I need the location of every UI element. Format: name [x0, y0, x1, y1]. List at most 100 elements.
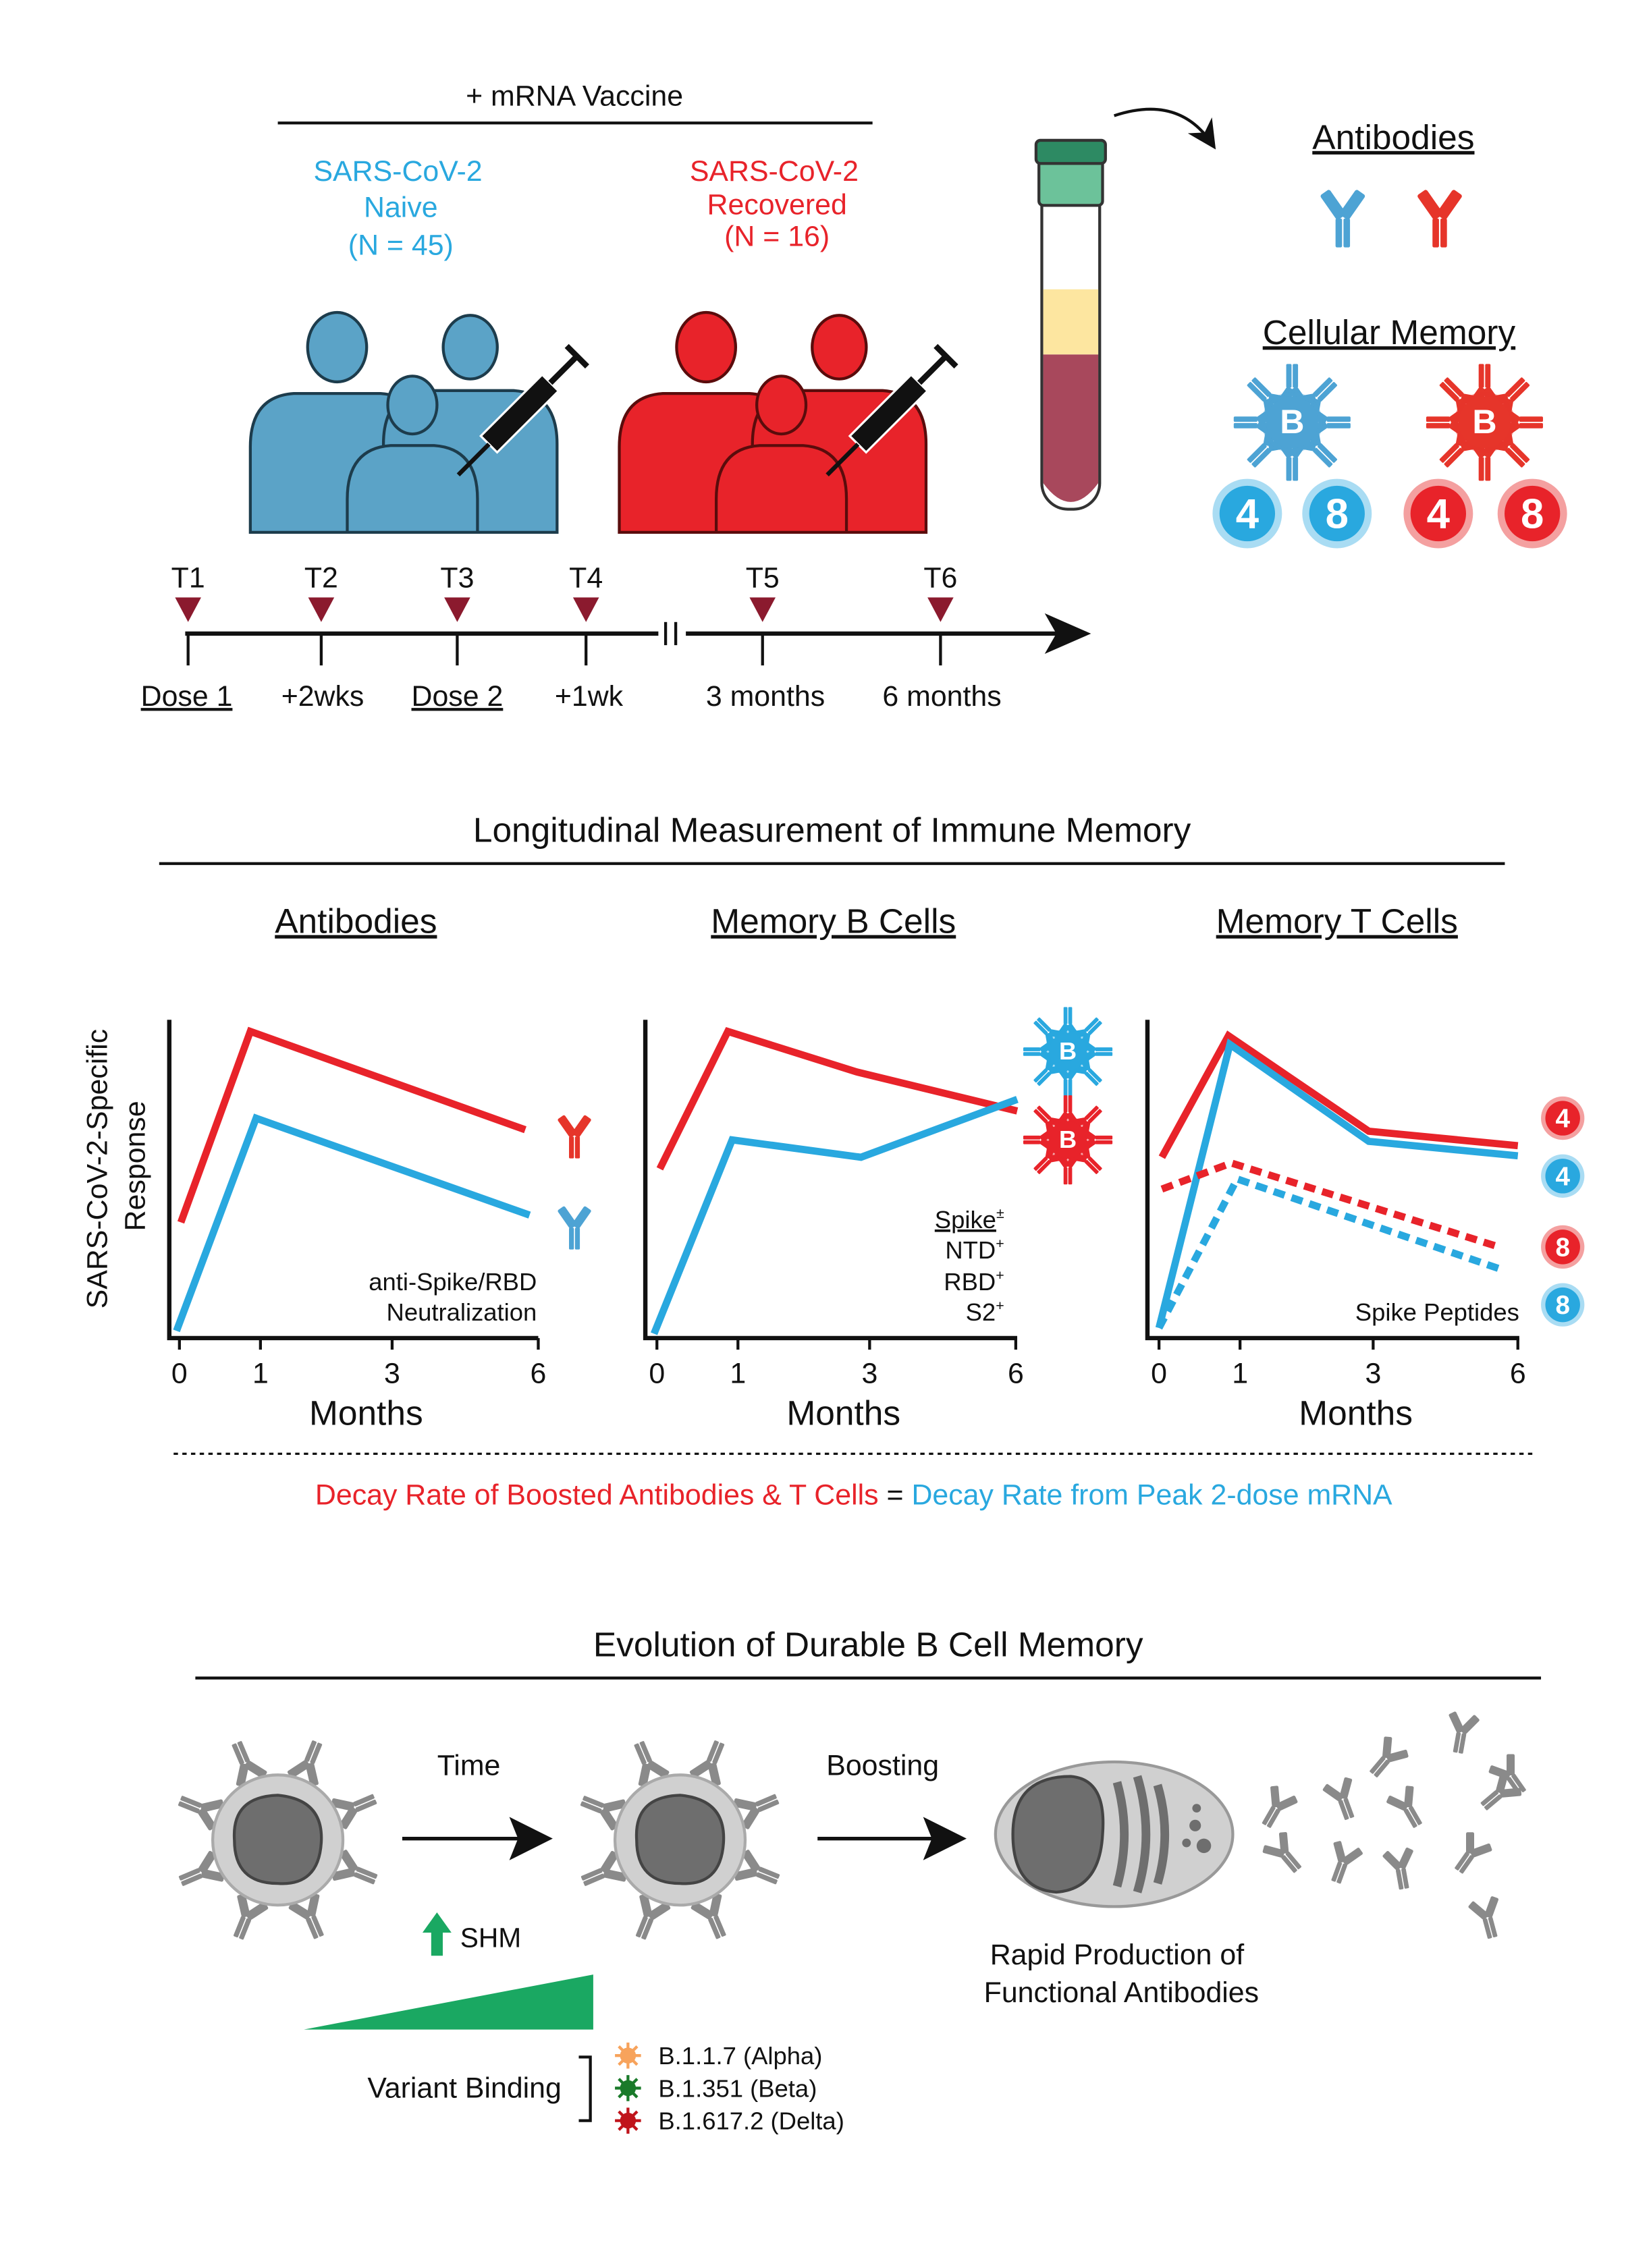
t-cell-label: 4	[1236, 491, 1259, 538]
x-tick-label: 6	[531, 1357, 547, 1389]
naive-line1: SARS-CoV-2	[313, 155, 482, 188]
surface-antibody-icon	[331, 1794, 377, 1829]
surface-antibody-icon	[634, 1741, 670, 1787]
timepoint-label: T1	[171, 561, 205, 594]
curved-arrow-icon	[1113, 107, 1216, 150]
timepoint-label: T2	[304, 561, 338, 594]
blue-cd8-t-cell-icon: 8	[1302, 478, 1372, 549]
x-tick-label: 6	[1008, 1357, 1024, 1389]
person-head	[306, 310, 369, 384]
surface-antibody-icon	[580, 1796, 626, 1831]
x-axis-label: Months	[786, 1393, 900, 1433]
surface-antibody-icon	[734, 1850, 780, 1885]
naive-line2: Naive	[364, 192, 438, 224]
timepoint-marker-icon	[444, 597, 470, 622]
response-plot-antibodies: 0 1 3 6 Months	[167, 1020, 547, 1433]
timepoint-label: T6	[923, 561, 957, 594]
blue-antibody-icon	[557, 1205, 592, 1250]
variant-label: B.1.351 (Beta)	[658, 2074, 817, 2102]
b-cell-label: B	[1472, 403, 1496, 441]
surface-antibody-icon	[288, 1893, 324, 1939]
surface-antibody-icon	[580, 1850, 627, 1886]
secreted-antibody-icon	[1455, 1832, 1492, 1874]
variant-virus-icon	[615, 2075, 641, 2101]
plot-axes	[1145, 1020, 1519, 1341]
x-tick-label: 0	[1151, 1357, 1167, 1389]
response-plot-memory-b-cells: 0 1 3 6 Months	[643, 1020, 1024, 1433]
x-tick-label: 1	[1232, 1357, 1248, 1389]
timepoint-description: +1wk	[555, 680, 624, 713]
recovered-people-icon	[618, 310, 958, 534]
rbd-note: RBD	[944, 1268, 996, 1296]
x-axis-label: Months	[309, 1393, 423, 1433]
evolution-title: Evolution of Durable B Cell Memory	[593, 1625, 1143, 1664]
decay-conclusion-equals: =	[886, 1478, 903, 1511]
naive-response-line	[173, 1113, 531, 1333]
surface-antibody-icon	[331, 1850, 378, 1885]
decay-conclusion: Decay Rate of Boosted Antibodies & T Cel…	[315, 1478, 1392, 1511]
x-tick-label: 0	[649, 1357, 665, 1389]
surface-antibody-icon	[689, 1740, 725, 1786]
rbd-superscript: +	[996, 1267, 1004, 1283]
spike-superscript: ±	[996, 1205, 1004, 1221]
timepoint-marker-icon	[308, 597, 335, 622]
boosting-arrowhead-icon	[923, 1817, 967, 1860]
naive-response-line	[1155, 1038, 1519, 1329]
svg-text:Spike±: Spike±	[935, 1205, 1004, 1234]
x-tick-label: 1	[730, 1357, 746, 1389]
red-cd8-t-cell-icon: 8	[1541, 1225, 1585, 1269]
x-tick-label: 1	[252, 1357, 269, 1389]
secreted-antibody-icon	[1449, 1711, 1480, 1754]
panel-title-memory-b-cells: Memory B Cells	[711, 902, 956, 941]
memory-b-cell-early-icon	[178, 1740, 378, 1940]
blue-cd4-t-cell-icon: 4	[1212, 478, 1282, 549]
variant-label: B.1.617.2 (Delta)	[658, 2107, 844, 2135]
person-head	[811, 314, 868, 381]
y-axis-label-line1: SARS-CoV-2-Specific	[82, 1029, 114, 1308]
memory-b-cell-late-icon	[580, 1740, 780, 1940]
recovered-count: (N = 16)	[724, 220, 830, 252]
timepoint-marker-icon	[175, 597, 201, 622]
blue-b-cell-icon: B	[1023, 1007, 1113, 1097]
red-b-cell-icon: B	[1023, 1095, 1113, 1185]
naive-count: (N = 45)	[348, 229, 454, 261]
svg-text:S2+: S2+	[966, 1298, 1004, 1326]
timepoint-description: Dose 2	[412, 680, 504, 713]
b-cell-label: B	[1059, 1126, 1077, 1153]
timeline-arrow-icon	[1044, 613, 1091, 654]
panel-title-memory-t-cells: Memory T Cells	[1216, 902, 1458, 941]
y-axis-label-line2: Response	[119, 1101, 151, 1231]
recovered-group-label: SARS-CoV-2 Recovered (N = 16)	[690, 155, 859, 252]
timepoint-marker-icon	[927, 597, 954, 622]
recovered-response-line	[177, 1026, 526, 1224]
red-b-cell-icon: B	[1426, 364, 1543, 481]
t-cell-label: 4	[1555, 1105, 1570, 1134]
b-cell-label: B	[1059, 1037, 1077, 1065]
person-body	[346, 444, 479, 534]
decay-conclusion-red: Decay Rate of Boosted Antibodies & T Cel…	[315, 1478, 879, 1511]
response-plot-memory-t-cells: 0 1 3 6 Months	[1145, 1020, 1526, 1433]
b-cell-label: B	[1280, 403, 1304, 441]
surface-antibody-icon	[635, 1893, 671, 1940]
recovered-line1: SARS-CoV-2	[690, 155, 859, 188]
person-head	[755, 375, 808, 436]
timepoint-description: Dose 1	[141, 680, 233, 713]
secreted-antibody-icon	[1480, 1771, 1522, 1810]
plasma-cell-icon	[994, 1760, 1235, 1908]
x-tick-label: 3	[861, 1357, 877, 1389]
t-cell-label: 4	[1427, 491, 1450, 538]
timepoint-description: +2wks	[281, 680, 364, 713]
x-tick-label: 6	[1510, 1357, 1526, 1389]
shm-label: SHM	[460, 1922, 521, 1953]
antibody-note-2: Neutralization	[387, 1298, 537, 1326]
t-cell-label: 8	[1555, 1291, 1569, 1320]
timepoint-marker-icon	[749, 597, 776, 622]
red-cd4-t-cell-icon: 4	[1541, 1096, 1585, 1140]
variant-virus-icon	[615, 2042, 641, 2069]
rapid-production-line1: Rapid Production of	[990, 1939, 1245, 1971]
svg-text:NTD+: NTD+	[945, 1236, 1004, 1264]
x-axis-label: Months	[1299, 1393, 1413, 1433]
variant-virus-icon	[615, 2107, 641, 2134]
